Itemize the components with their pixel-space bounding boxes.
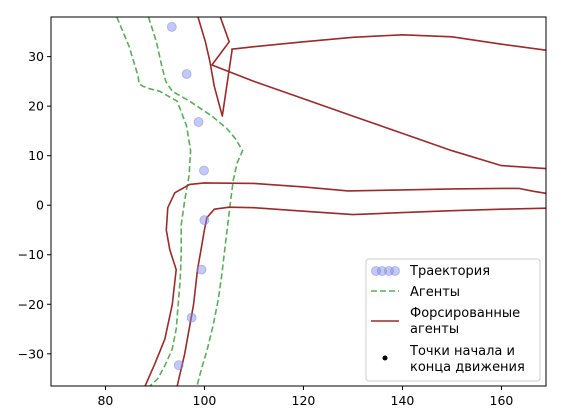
trajectory-point — [173, 360, 184, 371]
axis-ticks: 80 100 120 140 160 −30 −20 −10 0 10 20 30 — [18, 49, 514, 408]
legend-label: агенты — [410, 322, 459, 337]
legend-label: Точки начала и — [409, 344, 515, 359]
legend-trajectory-marker — [390, 266, 400, 276]
x-tick-label: 100 — [193, 393, 217, 408]
legend-label: конца движения — [410, 360, 525, 375]
trajectory-point — [199, 165, 209, 176]
x-tick-label: 80 — [97, 393, 113, 408]
forced-agent-line-1 — [197, 17, 546, 117]
forced-agent-line-2 — [211, 17, 546, 170]
agent-line-2 — [147, 17, 244, 386]
y-tick-label: −30 — [18, 346, 44, 361]
trajectory-point — [166, 21, 177, 32]
trajectory-point — [199, 215, 210, 226]
y-tick-label: −10 — [18, 247, 44, 262]
y-tick-label: 20 — [28, 99, 44, 114]
axes-frame — [50, 16, 547, 387]
legend-label: Траектория — [409, 264, 490, 279]
y-tick-label: 10 — [28, 148, 44, 163]
plot-area — [116, 17, 546, 386]
trajectory-point — [193, 117, 204, 127]
legend-start-end-marker — [382, 355, 388, 361]
forced-agent-line-4 — [176, 206, 546, 386]
y-tick-label: −20 — [18, 297, 44, 312]
x-tick-label: 160 — [490, 393, 514, 408]
legend-label: Форсированные — [410, 306, 520, 321]
legend-label: Агенты — [410, 285, 460, 300]
trajectory-point — [196, 264, 207, 275]
legend-trajectory-marker — [377, 266, 387, 276]
y-tick-label: 30 — [28, 49, 44, 64]
trajectory-point — [181, 69, 192, 79]
legend-box — [365, 258, 541, 382]
y-tick-label: 0 — [36, 198, 44, 213]
x-tick-label: 120 — [292, 393, 316, 408]
x-tick-label: 140 — [391, 393, 415, 408]
trajectory-point — [186, 312, 197, 323]
agent-line-1 — [116, 17, 192, 386]
forced-agent-line-3 — [144, 182, 546, 386]
